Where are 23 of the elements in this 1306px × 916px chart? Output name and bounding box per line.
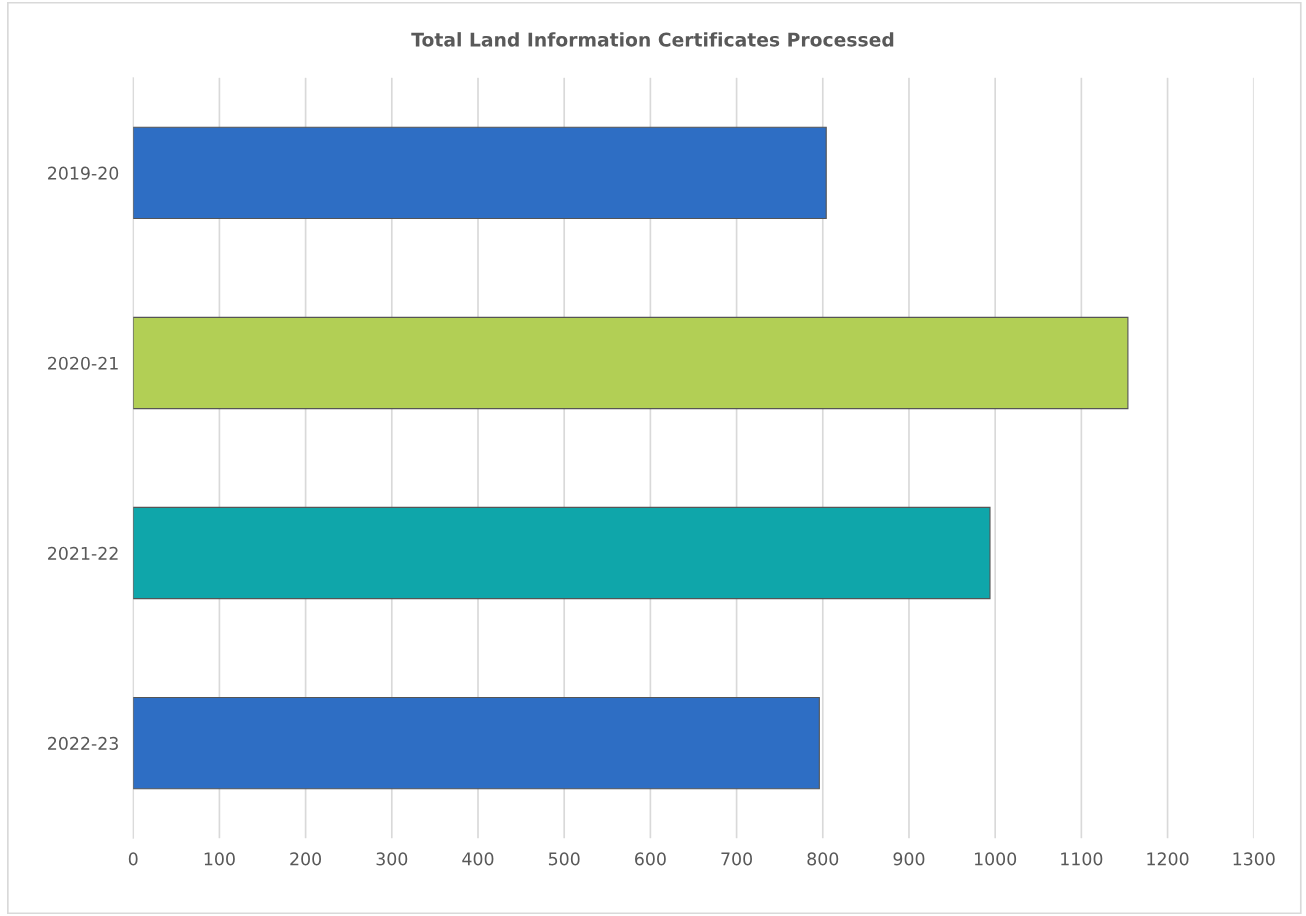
x-tick-label: 1200 (1147, 852, 1189, 866)
y-tick-label: 2020-21 (48, 356, 118, 370)
x-tick-label: 1000 (974, 852, 1017, 866)
x-tick-label: 0 (128, 852, 138, 866)
x-tick-label: 700 (721, 852, 752, 866)
chart-title: Total Land Information Certificates Processed (411, 32, 894, 47)
y-tick-label: 2021-22 (48, 546, 118, 560)
x-tick-label: 500 (548, 852, 580, 866)
x-tick-label: 800 (807, 852, 839, 866)
x-tick-label: 1300 (1233, 852, 1275, 866)
x-tick-label: 400 (462, 852, 494, 866)
x-tick-label: 900 (893, 852, 925, 866)
x-tick-label: 1100 (1061, 852, 1103, 866)
bar (133, 696, 820, 790)
bar (133, 126, 827, 220)
x-tick-label: 200 (290, 852, 322, 866)
x-tick-label: 600 (635, 852, 666, 866)
bar (133, 316, 1129, 410)
x-tick-label: 100 (204, 852, 235, 866)
bar (133, 506, 991, 600)
y-tick-label: 2019-20 (48, 166, 119, 180)
x-tick-label: 300 (376, 852, 408, 866)
y-tick-label: 2022-23 (48, 736, 118, 750)
